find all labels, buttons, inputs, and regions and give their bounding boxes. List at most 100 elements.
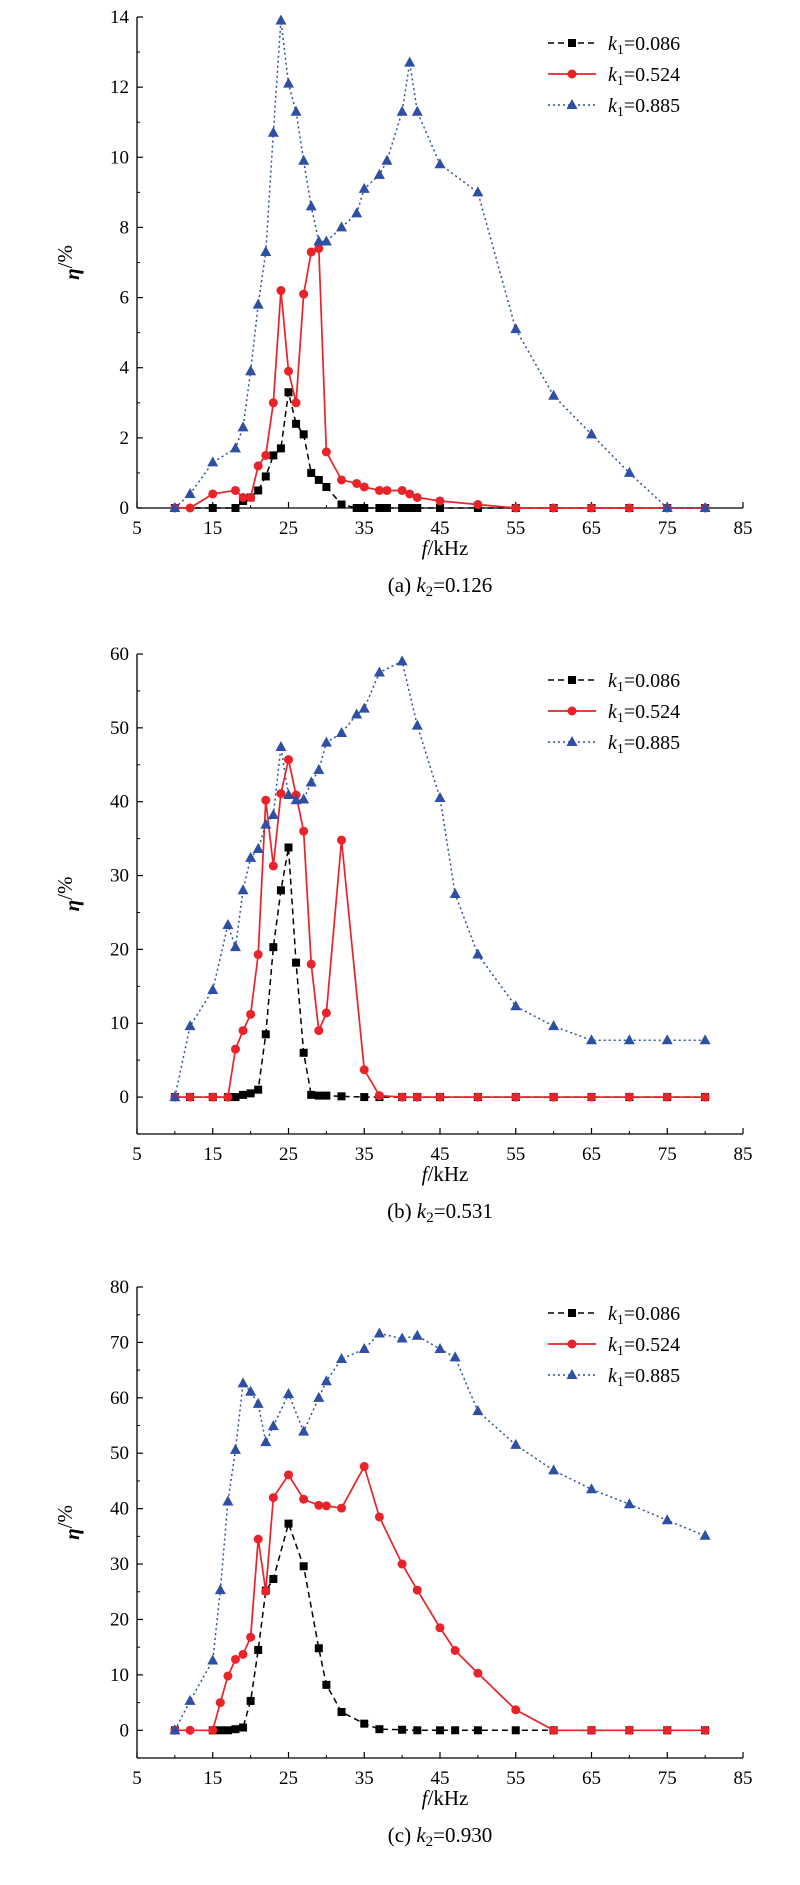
data-point-circle	[246, 1009, 256, 1019]
legend-entry-3: k1=0.885	[548, 732, 680, 757]
data-point-circle	[624, 1092, 634, 1102]
x-tick-label: 85	[734, 1768, 753, 1789]
y-tick-label: 30	[110, 1554, 129, 1575]
legend-marker-circle	[567, 69, 577, 79]
data-point-circle	[314, 243, 324, 253]
x-tick-label: 45	[431, 1768, 450, 1789]
caption-var: k	[416, 573, 426, 597]
legend-marker-triangle	[566, 736, 578, 746]
data-point-triangle	[237, 884, 249, 895]
data-point-square	[269, 1575, 278, 1584]
y-tick-label: 70	[110, 1332, 129, 1353]
data-point-square	[436, 1726, 444, 1735]
data-point-circle	[208, 1725, 218, 1735]
legend-var: k	[608, 701, 618, 723]
data-point-circle	[397, 1092, 407, 1102]
data-point-square	[276, 886, 285, 895]
data-point-circle	[549, 1092, 559, 1102]
legend-var: k	[608, 33, 618, 55]
y-axis-var: η	[60, 1528, 84, 1540]
y-axis-title: η/%	[53, 877, 84, 912]
data-point-triangle	[313, 235, 325, 246]
data-point-circle	[223, 1671, 233, 1681]
data-point-square	[216, 1726, 225, 1735]
legend-sub: 1	[617, 680, 624, 695]
data-point-triangle	[275, 741, 287, 752]
data-point-square	[276, 444, 285, 453]
data-point-triangle	[661, 1034, 673, 1045]
y-tick-label: 2	[120, 428, 130, 449]
data-point-circle	[511, 1705, 521, 1715]
data-point-circle	[337, 475, 347, 485]
legend-marker-square	[568, 676, 576, 684]
data-point-triangle	[336, 221, 348, 232]
x-tick-label: 35	[355, 1144, 374, 1165]
data-point-triangle	[381, 154, 393, 165]
y-tick-label: 40	[110, 1499, 129, 1520]
data-point-circle	[261, 795, 271, 805]
series-line-square	[174, 847, 706, 1098]
data-point-circle	[268, 861, 278, 871]
data-point-circle	[276, 789, 286, 799]
data-point-square	[239, 1723, 248, 1732]
data-point-triangle	[411, 105, 423, 116]
x-tick-label: 45	[431, 1144, 450, 1165]
data-point-triangle	[245, 851, 257, 862]
legend-label: k1=0.524	[608, 1334, 680, 1359]
data-point-triangle	[184, 1694, 196, 1705]
data-point-triangle	[267, 1420, 279, 1431]
x-axis-unit: /kHz	[428, 1162, 469, 1186]
data-point-triangle	[260, 818, 272, 829]
legend-var: k	[608, 1334, 618, 1356]
caption-value: =0.930	[433, 1823, 492, 1847]
legend-label: k1=0.524	[608, 701, 680, 726]
data-point-triangle	[320, 235, 332, 246]
data-point-circle	[306, 247, 316, 257]
y-tick-label: 0	[120, 1087, 130, 1108]
data-point-square	[473, 1726, 482, 1735]
data-point-circle	[246, 1632, 256, 1642]
legend-entry-3: k1=0.885	[548, 1365, 680, 1390]
data-point-triangle	[396, 1332, 408, 1343]
caption-sub: 2	[426, 584, 434, 600]
data-point-circle	[230, 485, 240, 495]
data-point-circle	[435, 1092, 445, 1102]
legend-label: k1=0.524	[608, 64, 680, 89]
x-tick-label: 75	[658, 1768, 677, 1789]
x-tick-label: 15	[203, 518, 222, 539]
data-point-square	[413, 1726, 422, 1735]
data-point-square	[451, 1726, 460, 1735]
legend-label: k1=0.885	[608, 732, 680, 757]
data-point-circle	[435, 1623, 445, 1633]
data-point-triangle	[169, 502, 181, 512]
data-point-circle	[208, 489, 218, 499]
data-point-circle	[397, 485, 407, 495]
data-point-square	[360, 1093, 369, 1102]
data-point-square	[239, 1090, 248, 1099]
data-point-circle	[291, 398, 301, 408]
legend-sub: 1	[617, 742, 624, 757]
series-3	[169, 655, 711, 1102]
data-point-triangle	[267, 126, 279, 137]
series-3	[169, 1327, 711, 1735]
data-point-triangle	[290, 794, 302, 805]
series-line-triangle	[174, 660, 706, 1098]
legend-value: =0.885	[624, 732, 680, 754]
data-point-triangle	[252, 842, 264, 853]
legend-entry-1: k1=0.086	[548, 670, 680, 695]
data-point-square	[261, 472, 270, 481]
data-point-triangle	[237, 421, 249, 432]
data-point-triangle	[275, 14, 287, 25]
legend-entry-2: k1=0.524	[548, 1334, 680, 1359]
caption-var: k	[417, 1199, 427, 1223]
x-tick-label: 15	[203, 1768, 222, 1789]
data-point-circle	[268, 398, 278, 408]
data-point-triangle	[373, 168, 385, 179]
data-point-triangle	[252, 298, 264, 309]
data-point-triangle	[623, 1498, 635, 1509]
data-point-circle	[314, 1500, 324, 1510]
data-point-circle	[321, 1008, 331, 1018]
data-point-triangle	[586, 1483, 597, 1494]
data-point-triangle	[214, 1584, 226, 1595]
